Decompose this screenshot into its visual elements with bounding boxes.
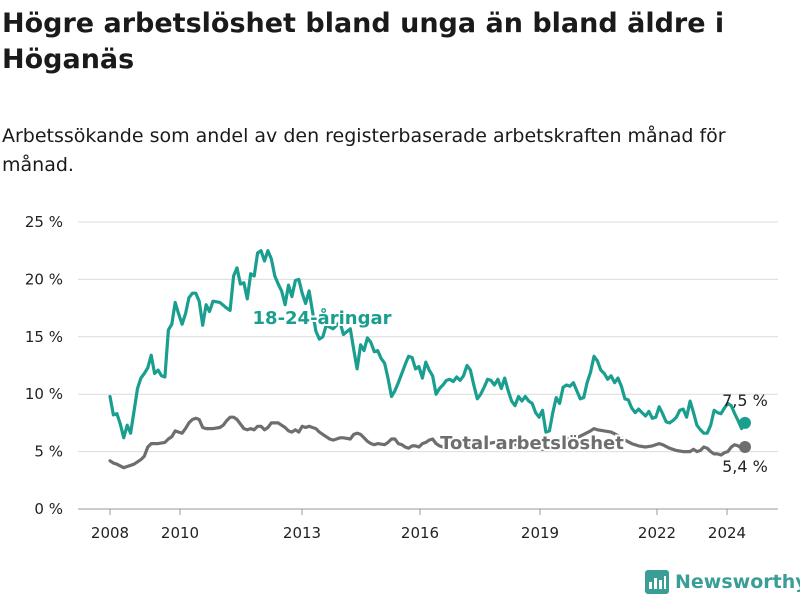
newsworthy-logo: Newsworthy [645, 570, 800, 594]
chart-title: Högre arbetslöshet bland unga än bland ä… [2, 8, 725, 75]
line-layer [108, 249, 751, 470]
x-tick-label: 2016 [401, 524, 439, 542]
axis-layer: 0 % 5 % 10 % 15 % 20 % 25 % 2008 2010 2013 2016 20… [25, 213, 746, 542]
end-value-total: 5,4 % [722, 457, 768, 476]
chart-subtitle: Arbetssökande som andel av den registerb… [2, 125, 726, 176]
brand-name: Newsworthy [675, 571, 800, 593]
series-end-point-1 [739, 441, 751, 454]
x-tick-label: 2010 [161, 524, 199, 542]
x-tick-label: 2024 [708, 524, 746, 542]
series-line-0 [108, 249, 747, 440]
series-end-point-0 [739, 416, 751, 429]
end-value-youth: 7,5 % [722, 391, 768, 410]
y-tick-label: 10 % [25, 385, 63, 403]
series-label-youth: 18-24-åringar [253, 307, 392, 329]
x-tick-label: 2013 [283, 524, 321, 542]
bar-chart-icon [645, 570, 669, 594]
label-layer: 18-24-åringar Total arbetslöshet 7,5 % 5,4 … [251, 305, 768, 476]
y-tick-label: 25 % [25, 213, 63, 231]
x-tick-label: 2019 [521, 524, 559, 542]
series-line-1 [108, 415, 747, 470]
y-tick-label: 5 % [34, 443, 63, 461]
y-tick-label: 0 % [34, 500, 63, 518]
y-tick-label: 20 % [25, 270, 63, 288]
grid-layer [78, 221, 778, 510]
x-tick-label: 2008 [91, 524, 129, 542]
y-tick-label: 15 % [25, 328, 63, 346]
x-tick-label: 2022 [638, 524, 676, 542]
series-label-total: Total arbetslöshet [440, 433, 624, 454]
